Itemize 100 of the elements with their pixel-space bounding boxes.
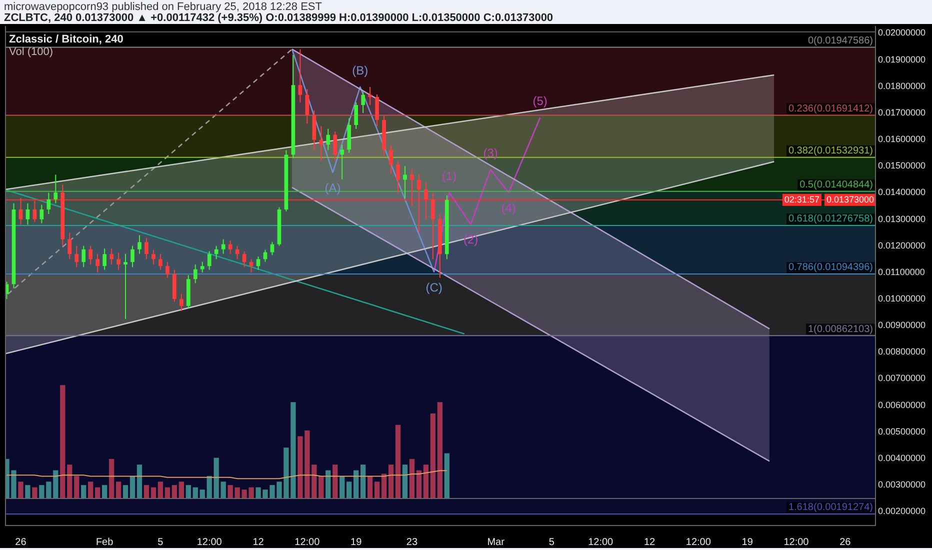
candlestick xyxy=(144,237,148,260)
ref-line-label: 0.618(0.01276758) xyxy=(788,214,873,225)
x-tick-label: 19 xyxy=(350,536,362,548)
candlestick xyxy=(102,248,106,270)
candlestick xyxy=(124,253,128,320)
bar xyxy=(102,485,108,499)
x-tick-label: Feb xyxy=(96,536,114,548)
candlestick xyxy=(214,245,218,260)
y-tick-label: 0.00800000 xyxy=(878,346,926,357)
candlestick xyxy=(375,94,379,127)
chart-subtitle: ZCLBTC, 240 0.01373000 ▲ +0.00117432 (+9.35%) O:0.01389999 H:0.01390000 L:0.01350000 C:0.01373000 xyxy=(4,12,554,24)
candlestick xyxy=(110,248,114,265)
candlestick xyxy=(396,160,400,194)
y-tick-label: 0.01000000 xyxy=(878,294,926,304)
candlestick xyxy=(221,238,226,254)
bar xyxy=(108,458,114,499)
candlestick xyxy=(26,202,30,226)
bar xyxy=(381,474,387,499)
ref-line-label: 0.382(0.01532931) xyxy=(788,146,873,157)
candlestick xyxy=(32,200,37,222)
y-tick-label: 0.02000000 xyxy=(878,28,926,38)
y-tick-label: 0.01500000 xyxy=(878,160,926,171)
candlestick xyxy=(389,144,393,175)
bar xyxy=(32,487,38,499)
x-tick-label: 12 xyxy=(252,536,264,548)
y-tick-label: 0.01300000 xyxy=(878,214,926,224)
bar xyxy=(220,482,226,499)
candlestick xyxy=(410,168,414,207)
candlestick xyxy=(138,234,142,254)
candlestick xyxy=(431,192,435,260)
bar xyxy=(332,464,338,499)
bar xyxy=(346,482,352,499)
x-tick-label: 5 xyxy=(548,536,555,548)
bar xyxy=(178,482,184,499)
candlestick xyxy=(166,261,170,278)
annotation: (3) xyxy=(483,146,498,160)
y-tick-label: 0.00700000 xyxy=(878,373,926,384)
y-tick-label: 0.01800000 xyxy=(878,80,926,91)
bar xyxy=(158,482,164,499)
text: microwavepopcorn93 published on February 25, 2018 12:28 EST xyxy=(4,1,322,13)
annotation: (5) xyxy=(532,94,548,108)
bar xyxy=(60,385,66,499)
candlestick xyxy=(340,144,344,180)
candlestick xyxy=(228,240,232,254)
bar xyxy=(136,464,142,499)
bar xyxy=(437,402,442,499)
bar xyxy=(395,424,401,499)
bar xyxy=(18,482,24,499)
bar xyxy=(25,485,30,499)
candlestick xyxy=(130,245,134,268)
candlestick xyxy=(200,261,204,273)
x-tick-label: 5 xyxy=(158,536,164,548)
bar xyxy=(430,414,436,499)
bar xyxy=(67,464,72,499)
y-tick-label: 0.01400000 xyxy=(878,187,926,198)
candlestick xyxy=(242,250,246,268)
ref-line-label: 1.618(0.00191274) xyxy=(788,502,873,514)
bar xyxy=(374,482,380,499)
x-tick-label: 12:00 xyxy=(784,536,810,548)
candlestick xyxy=(116,252,120,270)
candlestick xyxy=(256,256,260,270)
bar xyxy=(444,453,450,499)
candlestick xyxy=(249,258,254,273)
candlestick xyxy=(46,192,51,214)
candlestick xyxy=(361,91,365,114)
annotation: (1) xyxy=(442,168,457,183)
candlestick xyxy=(74,245,79,268)
candlestick xyxy=(54,174,58,204)
candlestick xyxy=(68,232,72,260)
x-tick-label: 12 xyxy=(644,536,656,548)
y-tick-label: 0.01900000 xyxy=(878,54,926,64)
candlestick xyxy=(40,204,44,224)
ref-line-label: 1(0.00862103) xyxy=(808,324,873,335)
x-tick-label: 26 xyxy=(15,536,27,548)
candlestick xyxy=(207,250,212,270)
x-tick-label: Mar xyxy=(487,536,506,548)
bar xyxy=(409,458,415,499)
candlestick xyxy=(424,182,428,220)
bar xyxy=(423,464,429,499)
y-tick-label: 0.00300000 xyxy=(878,480,926,490)
candlestick xyxy=(18,198,23,226)
candlestick xyxy=(333,131,338,162)
ref-line-label: 0.01373000 xyxy=(826,194,874,204)
x-tick-label: 12:00 xyxy=(686,536,712,548)
y-tick-label: 0.00500000 xyxy=(878,426,926,436)
bar xyxy=(402,464,408,499)
ref-line-label: 0.786(0.01094396) xyxy=(788,262,873,274)
candlestick xyxy=(298,48,302,103)
candlestick xyxy=(96,253,100,273)
y-tick-label: 0.00200000 xyxy=(878,506,926,516)
x-tick-label: 19 xyxy=(742,536,754,548)
y-tick-label: 0.00900000 xyxy=(878,320,926,330)
bar xyxy=(74,476,80,499)
candlestick xyxy=(403,166,407,199)
bar xyxy=(172,485,178,499)
x-tick-label: 12:00 xyxy=(294,536,320,548)
bar xyxy=(144,485,150,499)
ref-line-label: 0.236(0.01691412) xyxy=(788,104,873,115)
candlestick xyxy=(152,249,156,265)
candlestick xyxy=(326,128,330,151)
